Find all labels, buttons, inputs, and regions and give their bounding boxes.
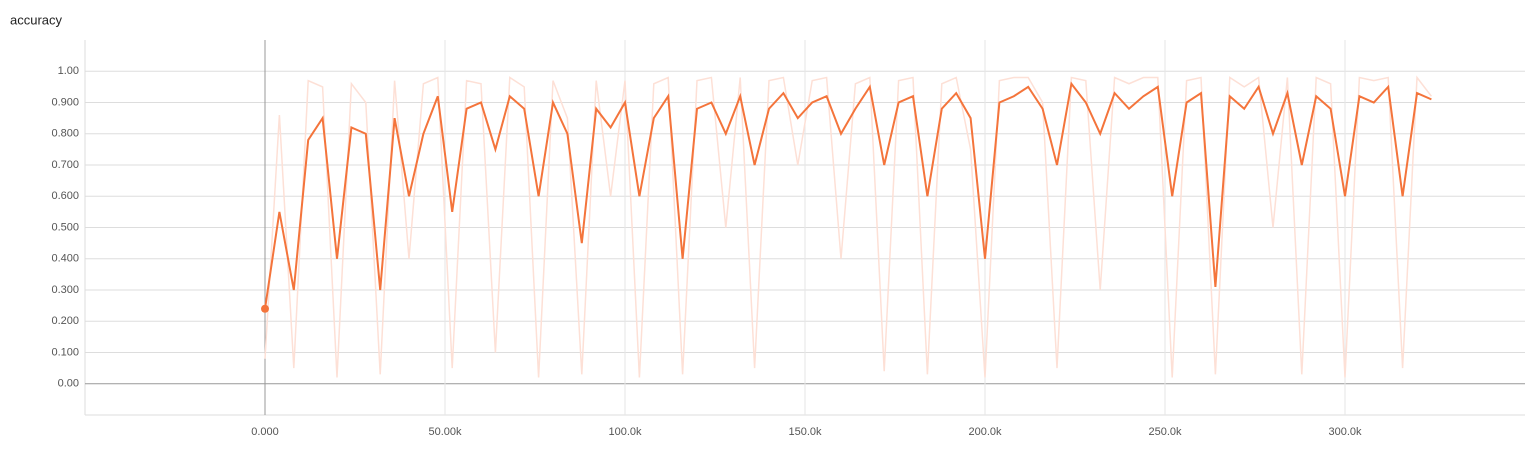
y-tick-label: 0.00	[58, 378, 79, 390]
line	[264, 81, 1432, 309]
x-tick-label: 50.00k	[428, 426, 462, 438]
y-tick-label: 0.300	[51, 284, 79, 296]
line	[264, 75, 1432, 378]
point-marker	[261, 304, 269, 313]
y-tick-label: 0.800	[51, 128, 79, 140]
y-tick-label: 0.900	[51, 96, 79, 108]
y-tick-label: 0.500	[51, 221, 79, 233]
y-tick-label: 0.100	[51, 346, 79, 358]
x-tick-label: 300.0k	[1328, 426, 1362, 438]
y-tick-label: 0.400	[51, 253, 79, 265]
y-tick-label: 0.700	[51, 159, 79, 171]
x-tick-label: 100.0k	[608, 426, 642, 438]
x-tick-label: 0.000	[251, 426, 279, 438]
x-tick-label: 250.0k	[1148, 426, 1182, 438]
x-tick-label: 200.0k	[968, 426, 1002, 438]
y-tick-label: 1.00	[58, 65, 79, 77]
y-tick-label: 0.200	[51, 315, 79, 327]
chart-title: accuracy	[10, 12, 63, 27]
x-tick-label: 150.0k	[788, 426, 822, 438]
y-tick-label: 0.600	[51, 190, 79, 202]
